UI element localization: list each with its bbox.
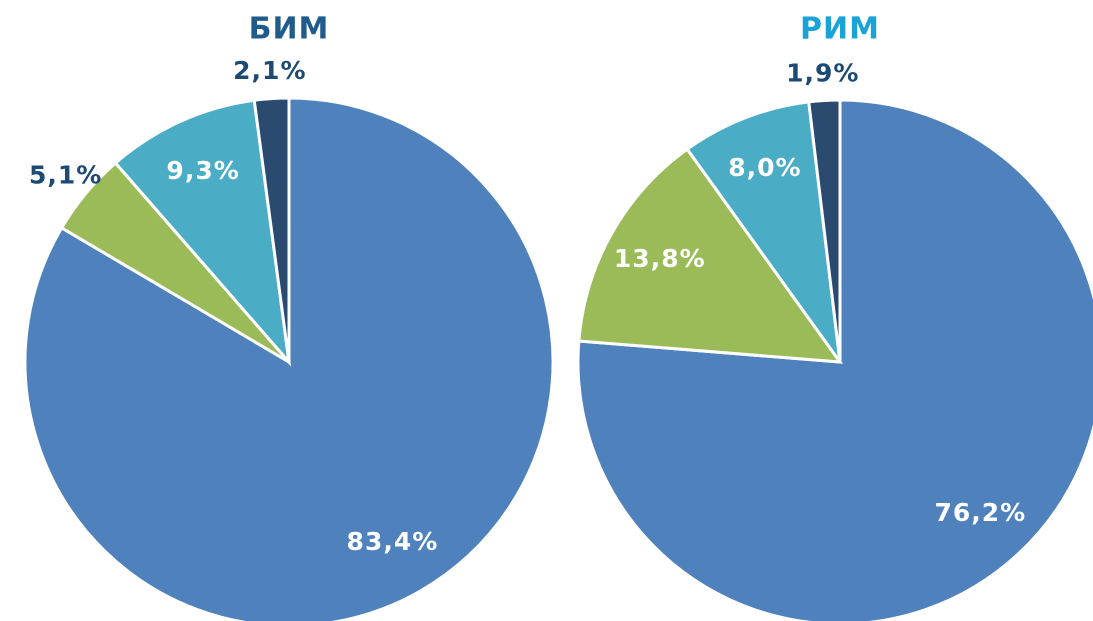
- data-label: 83,4%: [347, 527, 439, 556]
- pie-slice: [807, 98, 842, 363]
- data-label: 5,1%: [29, 160, 102, 189]
- chart-title: БИМ: [249, 12, 330, 47]
- data-label: 9,3%: [166, 156, 239, 185]
- data-label: 1,9%: [786, 58, 859, 87]
- data-label: 13,8%: [614, 244, 706, 273]
- data-label: 76,2%: [935, 498, 1027, 527]
- pie-slice: [685, 100, 842, 363]
- chart-title: РИМ: [800, 12, 880, 47]
- data-label: 8,0%: [728, 153, 801, 182]
- data-label: 2,1%: [233, 56, 306, 85]
- pie-slice: [576, 98, 1093, 621]
- pie-slice: [113, 98, 292, 367]
- pie-slice: [577, 147, 844, 364]
- pie-slice: [252, 96, 291, 363]
